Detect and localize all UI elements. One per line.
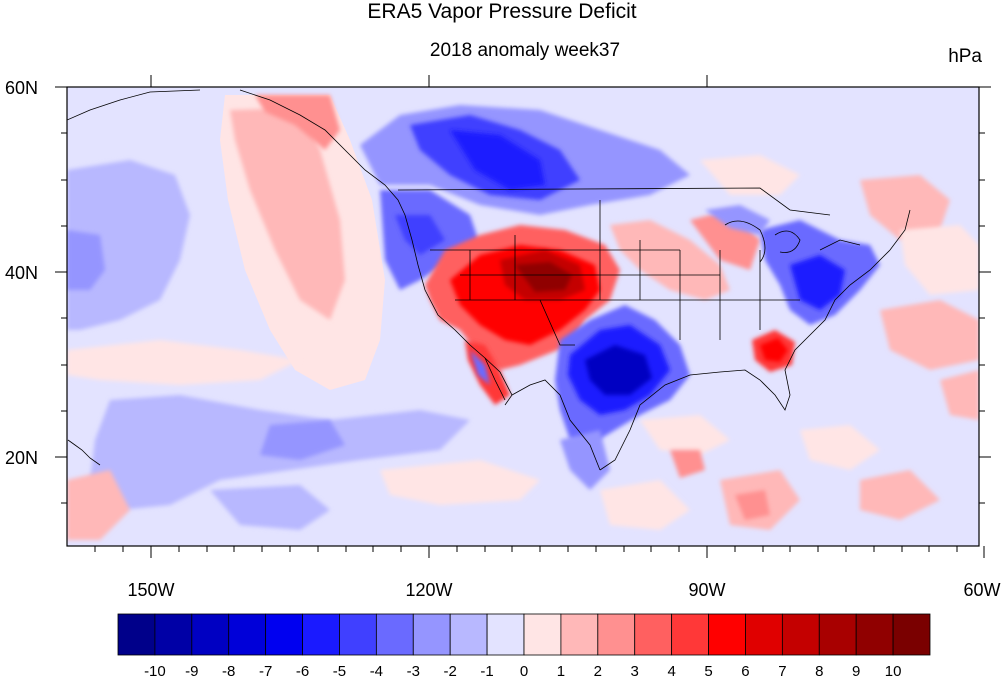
colorbar-label: -10 bbox=[144, 663, 166, 680]
colorbar-swatch bbox=[597, 613, 636, 656]
colorbar-label: -8 bbox=[222, 663, 235, 680]
colorbar-swatch bbox=[560, 613, 599, 656]
colorbar-swatch bbox=[117, 613, 156, 656]
colorbar-swatch bbox=[892, 613, 931, 656]
colorbar-label: 4 bbox=[667, 663, 675, 680]
colorbar-label: 3 bbox=[631, 663, 639, 680]
lon-label-120w: 120W bbox=[405, 580, 452, 600]
colorbar-swatch bbox=[412, 613, 451, 656]
colorbar-swatch bbox=[154, 613, 193, 656]
colorbar-label: 0 bbox=[520, 663, 528, 680]
map-frame bbox=[66, 86, 980, 547]
coastlines bbox=[67, 89, 911, 471]
map-subtitle: 2018 anomaly week37 bbox=[429, 40, 621, 61]
colorbar-swatch bbox=[781, 613, 820, 656]
lat-label-60n: 60N bbox=[5, 78, 38, 98]
colorbar-swatch bbox=[523, 613, 562, 656]
colorbar-swatch bbox=[339, 613, 377, 656]
colorbar-swatch bbox=[228, 613, 267, 656]
colorbar-label: 10 bbox=[885, 663, 902, 680]
colorbar-label: -1 bbox=[480, 663, 493, 680]
colorbar-label: -2 bbox=[444, 663, 457, 680]
colorbar-label: -5 bbox=[333, 663, 346, 680]
colorbar-label: -6 bbox=[296, 663, 309, 680]
map-title: ERA5 Vapor Pressure Deficit bbox=[367, 0, 637, 23]
colorbar-swatch bbox=[708, 613, 746, 656]
colorbar-label: -9 bbox=[185, 663, 198, 680]
lat-ticks bbox=[55, 86, 991, 504]
colorbar-swatch bbox=[855, 613, 894, 656]
lat-label-20n: 20N bbox=[5, 448, 38, 468]
colorbar-swatch bbox=[634, 613, 673, 656]
colorbar-swatch bbox=[818, 613, 857, 656]
anomaly-field bbox=[67, 87, 979, 546]
colorbar: -10 -9 -8 -7 -6 -5 -4 -3 -2 -1 0 1 2 3 4 5 6 7 8 9 10 bbox=[117, 613, 931, 680]
colorbar-swatch bbox=[671, 613, 709, 656]
lat-label-40n: 40N bbox=[5, 263, 38, 283]
colorbar-label: 5 bbox=[704, 663, 712, 680]
colorbar-swatch bbox=[265, 613, 303, 656]
colorbar-label: 7 bbox=[778, 663, 786, 680]
colorbar-swatch bbox=[191, 613, 230, 656]
colorbar-swatch bbox=[302, 613, 340, 656]
colorbar-swatch bbox=[486, 613, 525, 656]
lon-label-150w: 150W bbox=[127, 580, 174, 600]
colorbar-swatch bbox=[449, 613, 488, 656]
colorbar-label: 9 bbox=[852, 663, 860, 680]
lon-label-90w: 90W bbox=[688, 580, 725, 600]
colorbar-label: 2 bbox=[594, 663, 602, 680]
colorbar-label: -4 bbox=[370, 663, 383, 680]
colorbar-label: -7 bbox=[259, 663, 272, 680]
colorbar-swatch bbox=[745, 613, 783, 656]
colorbar-label: 8 bbox=[815, 663, 823, 680]
lon-ticks bbox=[94, 75, 985, 558]
colorbar-swatch bbox=[375, 613, 414, 656]
units-label: hPa bbox=[948, 46, 982, 67]
lon-label-60w: 60W bbox=[963, 580, 1000, 600]
colorbar-label: 1 bbox=[557, 663, 565, 680]
colorbar-label: -3 bbox=[407, 663, 420, 680]
colorbar-label: 6 bbox=[741, 663, 749, 680]
